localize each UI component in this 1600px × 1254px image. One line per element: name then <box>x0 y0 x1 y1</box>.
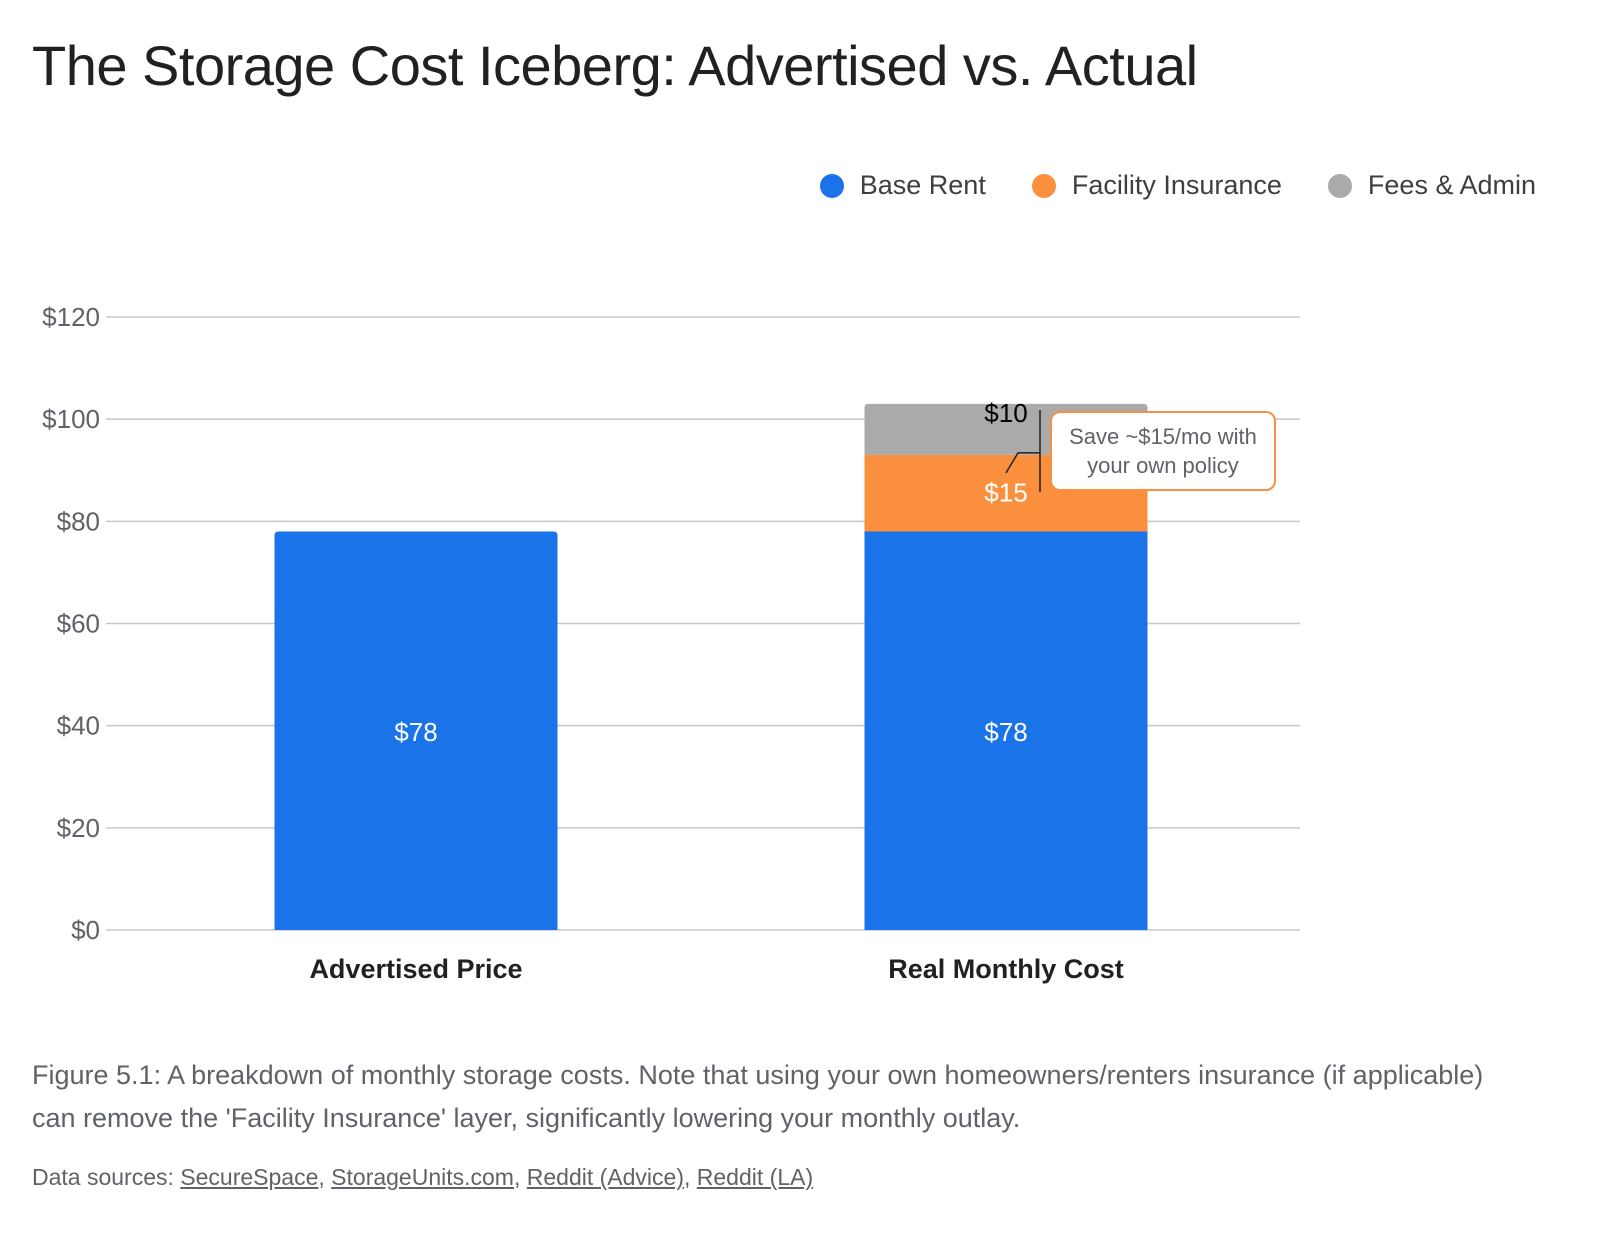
callout-pointer <box>1005 452 1040 474</box>
savings-callout: Save ~$15/mo with your own policy <box>1050 411 1276 491</box>
y-tick-label: $0 <box>71 915 100 945</box>
data-labels: $78 $78 $15 $10 <box>394 398 1027 747</box>
figure-caption: Figure 5.1: A breakdown of monthly stora… <box>32 1060 1484 1133</box>
x-tick-label: Real Monthly Cost <box>888 954 1124 984</box>
legend-label-base-rent: Base Rent <box>859 170 986 200</box>
legend-dot-fees-admin <box>1327 173 1352 198</box>
annotation-leader <box>1005 410 1041 492</box>
data-label: $78 <box>984 717 1027 747</box>
stacked-bar-chart: $0 $20 $40 $60 $80 $100 $120 $78 $78 $15 $10 Adve… <box>42 302 1300 984</box>
y-axis-tick-labels: $0 $20 $40 $60 $80 $100 $120 <box>42 302 100 945</box>
x-tick-label: Advertised Price <box>309 954 522 984</box>
data-sources: Data sources: SecureSpace, StorageUnits.… <box>32 1164 814 1190</box>
data-label: $15 <box>984 478 1027 508</box>
y-tick-label: $120 <box>42 302 100 332</box>
data-label: $78 <box>394 717 437 747</box>
bar-base-rent-0[interactable] <box>274 531 558 930</box>
source-link-securespace[interactable]: SecureSpace <box>180 1164 319 1190</box>
sources-prefix: Data sources: <box>32 1164 174 1190</box>
y-tick-label: $20 <box>57 813 100 843</box>
legend-item-fees-admin[interactable]: Fees & Admin <box>1327 170 1536 201</box>
y-tick-label: $80 <box>57 506 100 536</box>
legend-label-fees-admin: Fees & Admin <box>1367 170 1536 200</box>
source-link-reddit-la[interactable]: Reddit (LA) <box>696 1164 814 1190</box>
legend-dot-facility-insurance <box>1031 173 1056 198</box>
y-tick-label: $60 <box>57 609 100 639</box>
source-link-reddit-advice[interactable]: Reddit (Advice) <box>526 1164 684 1190</box>
data-label: $10 <box>984 398 1027 428</box>
legend: Base Rent Facility Insurance Fees & Admi… <box>819 170 1536 201</box>
legend-item-base-rent[interactable]: Base Rent <box>819 170 986 201</box>
bar-base-rent-1[interactable] <box>864 531 1148 930</box>
source-link-storageunits[interactable]: StorageUnits.com <box>331 1164 514 1190</box>
legend-item-facility-insurance[interactable]: Facility Insurance <box>1031 170 1282 201</box>
chart-title: The Storage Cost Iceberg: Advertised vs.… <box>32 34 1198 97</box>
legend-dot-base-rent <box>819 173 844 198</box>
x-axis-tick-labels: Advertised Price Real Monthly Cost <box>309 954 1123 984</box>
y-tick-label: $40 <box>57 711 100 741</box>
legend-label-facility-insurance: Facility Insurance <box>1071 170 1282 200</box>
y-tick-label: $100 <box>42 404 100 434</box>
